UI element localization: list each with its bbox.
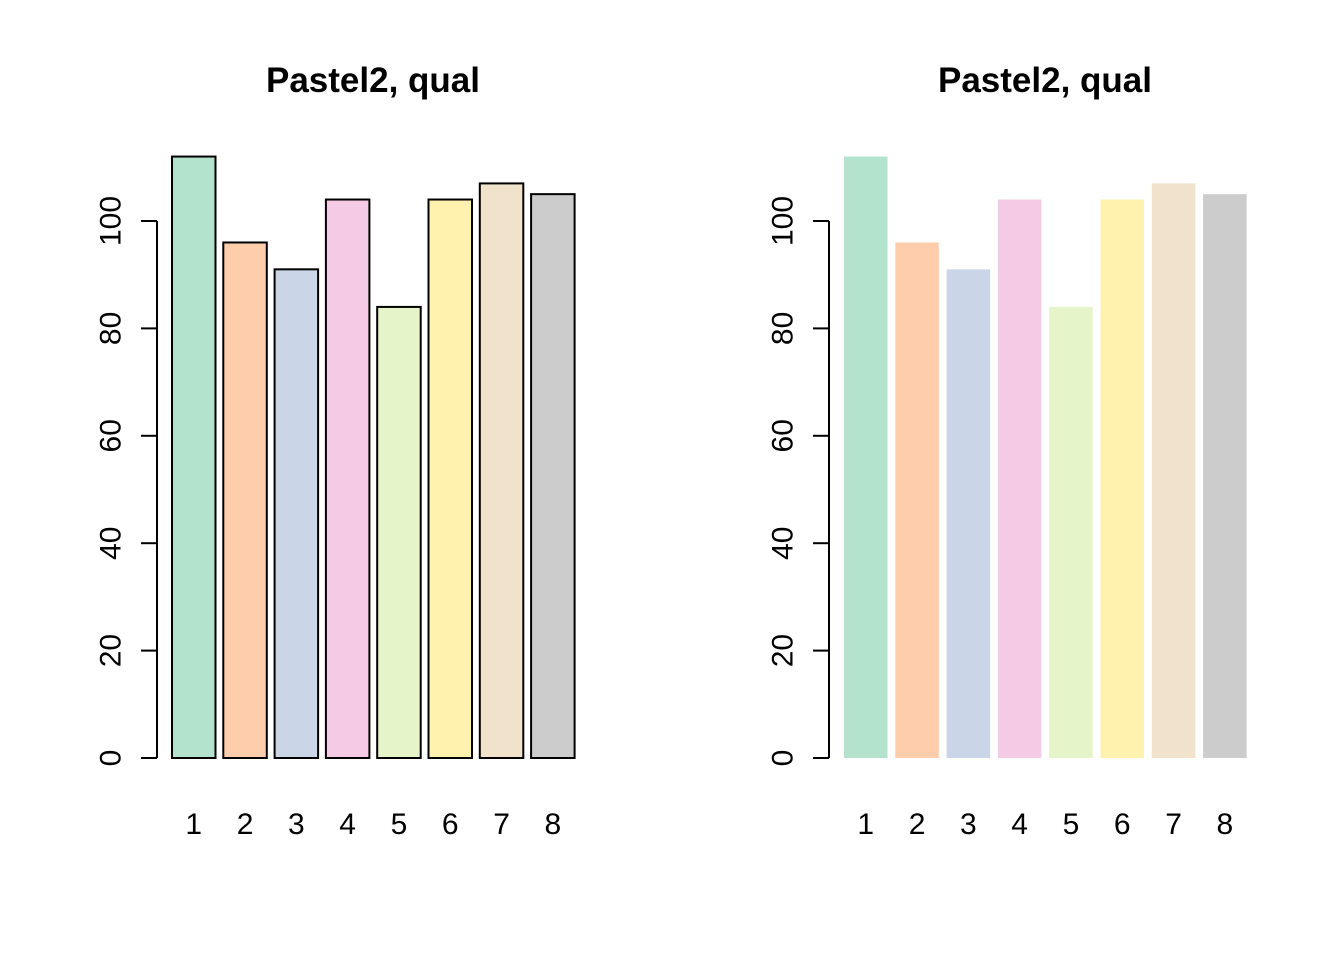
bar-7 [478,182,525,760]
chart-title: Pastel2, qual [266,61,480,100]
x-tick-label: 2 [237,808,254,841]
y-tick-label: 100 [767,196,800,246]
bar-2 [895,242,939,759]
y-tick-label: 100 [95,196,128,246]
x-tick-label: 7 [493,808,510,841]
x-tick-label: 5 [1063,808,1080,841]
bar-3 [946,269,991,758]
x-tick-label: 4 [1011,808,1028,841]
y-tick-label: 40 [767,527,800,560]
bar-4 [324,198,371,759]
x-tick-label: 1 [857,808,874,841]
y-tick-label: 0 [767,750,800,767]
y-tick-label: 60 [95,419,128,452]
bar-1 [171,155,217,759]
bar-7 [1151,183,1196,758]
bar-6 [1100,199,1144,758]
x-tick-label: 4 [339,808,356,841]
bar-8 [530,193,576,759]
x-tick-label: 6 [1114,808,1131,841]
y-tick-label: 0 [95,750,128,767]
bar-6 [427,198,473,759]
bar-3 [273,268,320,759]
y-tick-label: 40 [95,527,128,560]
bar-5 [376,305,422,759]
x-tick-label: 3 [960,808,977,841]
x-tick-label: 5 [391,808,408,841]
chart-title: Pastel2, qual [938,61,1152,100]
y-tick-label: 20 [95,634,128,667]
bar-5 [1049,306,1093,758]
y-tick-label: 60 [767,419,800,452]
x-tick-label: 6 [442,808,459,841]
y-tick-label: 80 [95,312,128,345]
y-tick-label: 20 [767,634,800,667]
bar-1 [844,156,888,758]
x-tick-label: 1 [185,808,202,841]
x-tick-label: 8 [1217,808,1234,841]
x-tick-label: 3 [288,808,305,841]
x-tick-label: 8 [545,808,562,841]
bar-2 [222,241,268,760]
y-tick-label: 80 [767,312,800,345]
bar-8 [1203,194,1247,758]
bar-4 [997,199,1042,758]
x-tick-label: 2 [909,808,926,841]
x-tick-label: 7 [1165,808,1182,841]
